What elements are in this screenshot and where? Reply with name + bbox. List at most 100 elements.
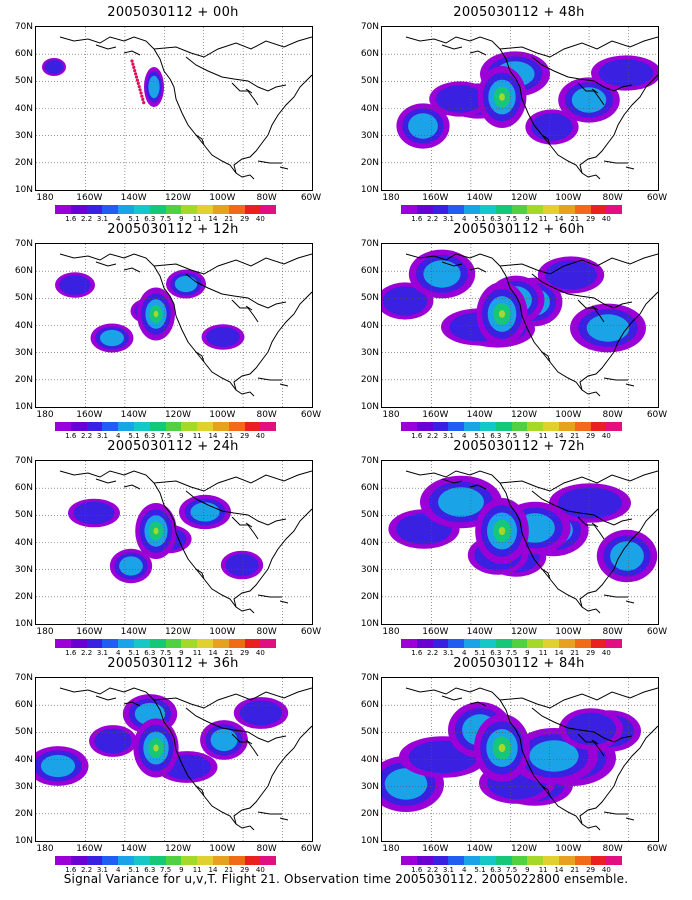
latitude-label: 60N xyxy=(360,483,379,494)
colorbar-swatch xyxy=(70,205,87,214)
variance-contour xyxy=(190,502,220,522)
latitude-label: 30N xyxy=(14,781,33,792)
colorbar-label: 29 xyxy=(240,649,250,657)
coastline xyxy=(195,134,205,146)
longitude-label: 180 xyxy=(382,627,400,637)
latitude-label: 30N xyxy=(14,130,33,141)
coastline xyxy=(233,508,312,608)
map-plot-area xyxy=(35,243,313,408)
longitude-label: 140W xyxy=(466,627,493,637)
colorbar-label: 11 xyxy=(538,649,548,657)
latitude-label: 50N xyxy=(14,510,33,521)
coastline xyxy=(603,160,635,170)
colorbar-swatch xyxy=(228,205,245,214)
variance-contour xyxy=(498,527,506,535)
panel-title: 2005030112 + 48h xyxy=(453,5,585,20)
coastline xyxy=(441,44,487,56)
colorbar-label: 21 xyxy=(224,649,234,657)
variance-contour xyxy=(225,553,259,577)
coastline xyxy=(405,470,501,484)
flight-track-point xyxy=(138,88,142,92)
colorbar-swatch xyxy=(70,422,87,431)
colorbar-label: 11 xyxy=(192,215,202,223)
colorbar-label: 40 xyxy=(601,649,611,657)
coastline xyxy=(441,261,487,273)
coastline xyxy=(231,516,259,540)
latitude-label: 40N xyxy=(360,103,379,114)
map-plot-area xyxy=(381,460,659,625)
variance-contour xyxy=(59,275,91,295)
latitude-label: 30N xyxy=(360,781,379,792)
colorbar-swatch xyxy=(590,639,607,648)
colorbar-swatch xyxy=(260,205,277,214)
panel-title: 2005030112 + 72h xyxy=(453,439,585,454)
longitude-label: 160W xyxy=(76,627,103,637)
colorbar-label: 7.5 xyxy=(506,866,518,874)
map-canvas xyxy=(36,27,312,190)
coastline xyxy=(603,594,635,604)
colorbar xyxy=(55,422,277,431)
colorbar-swatch xyxy=(511,422,528,431)
longitude-label: 140W xyxy=(120,844,147,854)
colorbar-swatch xyxy=(527,639,544,648)
colorbar-label: 2.2 xyxy=(81,866,93,874)
longitude-label: 100W xyxy=(209,193,236,203)
colorbar-swatch xyxy=(149,205,166,214)
colorbar-swatch xyxy=(197,856,213,865)
colorbar-swatch xyxy=(181,856,198,865)
longitude-label: 60W xyxy=(300,193,322,203)
coastline xyxy=(153,470,312,492)
colorbar-swatch xyxy=(432,856,449,865)
colorbar-label: 7.5 xyxy=(160,215,172,223)
colorbar-label: 6.3 xyxy=(490,649,502,657)
colorbar-label: 29 xyxy=(586,649,596,657)
map-canvas xyxy=(36,244,312,407)
coastline xyxy=(541,568,551,580)
longitude-label: 100W xyxy=(555,410,582,420)
coastline xyxy=(195,568,205,580)
coastline xyxy=(233,725,312,825)
longitude-label: 120W xyxy=(510,844,538,854)
colorbar-swatch xyxy=(181,639,198,648)
colorbar-label: 3.1 xyxy=(96,432,108,440)
colorbar-label: 7.5 xyxy=(506,432,518,440)
map-plot-area xyxy=(35,26,313,191)
latitude-label: 50N xyxy=(360,727,379,738)
coastline xyxy=(405,687,501,701)
coastline xyxy=(541,785,551,797)
colorbar-swatch xyxy=(527,422,544,431)
colorbar-label: 14 xyxy=(208,215,218,223)
longitude-label: 60W xyxy=(646,844,668,854)
colorbar xyxy=(401,422,623,431)
colorbar-swatch xyxy=(260,422,277,431)
colorbar-swatch xyxy=(495,856,512,865)
colorbar-swatch xyxy=(590,856,607,865)
coastline xyxy=(603,377,635,387)
latitude-label: 10N xyxy=(14,185,33,195)
coastline xyxy=(153,253,312,275)
map-plot-area xyxy=(381,677,659,842)
colorbar-swatch xyxy=(464,422,480,431)
coastline xyxy=(59,253,155,267)
colorbar-label: 5.1 xyxy=(474,432,486,440)
coastline xyxy=(603,811,635,821)
latitude-label: 70N xyxy=(14,22,33,32)
longitude-label: 180 xyxy=(382,193,400,203)
flight-track-point xyxy=(139,91,143,95)
colorbar-label: 5.1 xyxy=(474,215,486,223)
colorbar-swatch xyxy=(244,205,261,214)
longitude-label: 180 xyxy=(382,410,400,420)
colorbar-label: 14 xyxy=(554,649,564,657)
longitude-label: 120W xyxy=(164,844,192,854)
coastline xyxy=(257,160,289,170)
colorbar xyxy=(55,205,277,214)
colorbar-swatch xyxy=(149,422,166,431)
colorbar-swatch xyxy=(606,856,623,865)
colorbar-swatch xyxy=(55,856,71,865)
colorbar-swatch xyxy=(543,639,559,648)
colorbar-label: 5.1 xyxy=(128,866,140,874)
latitude-label: 40N xyxy=(14,320,33,331)
coastline xyxy=(185,707,287,743)
colorbar-swatch xyxy=(228,422,245,431)
flight-track-point xyxy=(134,75,139,79)
